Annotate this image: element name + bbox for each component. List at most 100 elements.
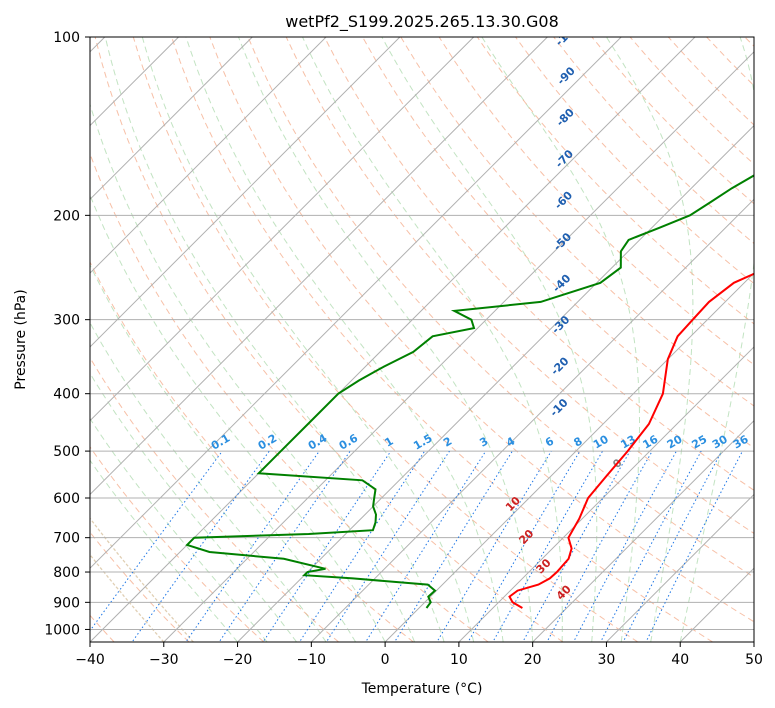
plot-area: 0.1 0.2 0.4 0.6 1 1.5 2 3 4 6 8 10 13 16 20 25 30 36-100-…	[90, 20, 754, 642]
isotherm-line	[90, 37, 401, 348]
moist-adiabat	[381, 37, 598, 642]
isotherm-line	[90, 37, 253, 201]
dry-adiabat	[553, 37, 754, 245]
mixing-ratio-line	[394, 450, 513, 642]
mixing-ratio-line	[600, 450, 702, 642]
moist-adiabat	[90, 321, 327, 642]
y-tick-label: 900	[53, 595, 80, 611]
isotherm-line	[90, 37, 696, 642]
mixing-ratio-line	[467, 450, 581, 642]
dry-adiabat	[629, 37, 754, 165]
moist-adiabat	[90, 417, 268, 642]
mixing-ratio-label: 6	[543, 434, 556, 449]
isotherm-label: 40	[554, 582, 574, 602]
mixing-ratio-label: 10	[591, 432, 611, 451]
isotherm-line	[606, 493, 754, 642]
mixing-ratio-label: 0.1	[209, 432, 232, 453]
moist-adiabat	[141, 37, 475, 642]
x-tick-label: 20	[524, 652, 542, 668]
dry-adiabat	[90, 260, 414, 642]
isotherm-line	[90, 37, 475, 422]
y-tick-label: 600	[53, 491, 80, 507]
mixing-ratio-line	[131, 450, 270, 642]
isotherm-label: -80	[554, 106, 577, 129]
isotherm-line	[532, 419, 754, 642]
isotherm-line	[163, 51, 754, 642]
isotherm-line	[753, 641, 754, 642]
mixing-ratio-label: 8	[572, 435, 585, 450]
mixing-ratio-line	[218, 450, 351, 642]
mixing-ratio-line	[572, 450, 677, 642]
isotherm-label: -40	[550, 271, 573, 294]
mixing-ratio-line	[546, 450, 653, 642]
dewpoint-profile-line	[185, 174, 754, 609]
mixing-ratio-line	[436, 450, 552, 642]
temperature-profile-line	[508, 272, 754, 609]
dry-adiabat	[591, 37, 754, 205]
isotherm-label: 20	[516, 527, 536, 547]
isotherm-line	[679, 567, 754, 642]
isotherm-line	[90, 37, 622, 569]
moist-adiabat	[90, 102, 416, 642]
mixing-ratio-line	[622, 450, 723, 642]
x-tick-label: −40	[75, 652, 105, 668]
dry-adiabat	[209, 37, 754, 623]
moist-adiabat	[185, 37, 504, 642]
moist-adiabat	[104, 37, 445, 642]
dry-adiabat	[90, 356, 339, 642]
dry-adiabat	[706, 37, 754, 87]
plot-frame	[89, 36, 755, 643]
y-axis-label: Pressure (hPa)	[13, 289, 29, 389]
moist-adiabat	[90, 263, 357, 642]
moist-adiabat	[90, 372, 297, 642]
dry-adiabat	[362, 37, 754, 449]
mixing-ratio-label: 36	[731, 432, 751, 451]
dry-adiabat	[667, 37, 754, 126]
isotherm-line	[90, 37, 327, 274]
isotherm-line	[90, 37, 548, 496]
moist-adiabat	[90, 193, 386, 642]
mixing-ratio-line	[522, 450, 631, 642]
y-axis-ticks: 100 200 300 400 500 600 700 800 900 1000	[44, 30, 90, 638]
y-tick-label: 100	[53, 30, 80, 46]
dry-adiabats	[90, 37, 754, 642]
mixing-ratio-label: 16	[641, 432, 661, 451]
dry-adiabat	[90, 152, 489, 642]
isotherm-label: -70	[553, 147, 576, 170]
x-tick-label: 30	[598, 652, 616, 668]
isotherm-line	[458, 346, 754, 642]
y-tick-label: 200	[53, 208, 80, 224]
moist-adiabats	[90, 37, 754, 642]
isotherm-line	[384, 272, 754, 642]
mixing-ratio-label: 25	[690, 433, 710, 452]
y-tick-label: 300	[53, 313, 80, 329]
mixing-ratio-line	[90, 450, 223, 632]
mixing-ratio-label: 3	[477, 435, 490, 450]
isotherm-label: -100	[553, 20, 582, 49]
moist-adiabat	[481, 37, 640, 642]
x-axis-label: Temperature (°C)	[361, 681, 483, 697]
y-tick-label: 800	[53, 565, 80, 581]
x-tick-label: −30	[149, 652, 179, 668]
dry-adiabat	[132, 37, 639, 642]
moist-adiabat	[238, 37, 534, 642]
dry-adiabat	[285, 37, 754, 535]
profiles	[185, 174, 754, 609]
dry-adiabat	[438, 37, 754, 366]
mixing-ratio-label: 1.5	[411, 432, 434, 453]
x-tick-label: 0	[381, 652, 390, 668]
mixing-ratio-label: 1	[383, 435, 396, 450]
y-tick-label: 700	[53, 531, 80, 547]
moist-adiabat	[302, 37, 563, 642]
mixing-ratio-line	[645, 450, 743, 642]
y-tick-label: 1000	[44, 622, 80, 638]
dry-adiabat	[323, 37, 754, 491]
isotherms	[90, 37, 754, 642]
mixing-ratio-line	[365, 450, 487, 642]
isotherm-label: -60	[552, 189, 575, 212]
dry-adiabat	[171, 37, 713, 642]
moist-adiabat	[605, 37, 694, 642]
dry-adiabat	[90, 446, 265, 642]
dry-adiabat	[94, 37, 564, 642]
